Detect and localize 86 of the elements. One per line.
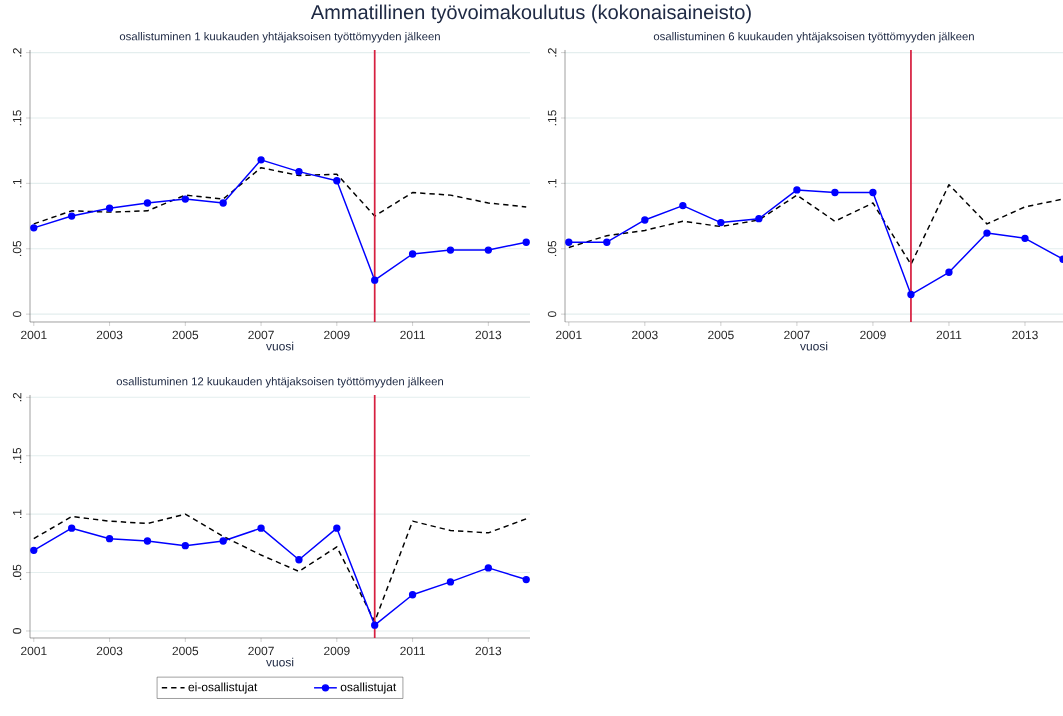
x-tick-label: 2007 [248, 646, 274, 656]
chart-title: osallistuminen 1 kuukauden yhtäjaksoisen työttömyyden jälkeen [119, 32, 440, 43]
point [143, 199, 152, 207]
point [371, 621, 379, 629]
point [371, 276, 379, 284]
point [565, 238, 573, 246]
point [30, 224, 38, 232]
x-tick-label: 2007 [784, 330, 810, 340]
y-tick-label: .1 [13, 178, 22, 188]
point [1021, 234, 1029, 242]
x-tick-label: 2005 [708, 330, 734, 340]
point [831, 188, 839, 197]
x-tick-label: 2009 [860, 330, 886, 340]
x-tick-label: 2011 [936, 330, 962, 340]
legend-label: ei-osallistujat [188, 682, 258, 694]
x-tick-label: 2011 [400, 330, 425, 340]
point [295, 556, 303, 564]
y-tick-label: .1 [548, 178, 557, 188]
point [30, 546, 38, 555]
y-tick-label: 0 [12, 311, 22, 318]
y-tick-label: .05 [12, 240, 22, 257]
x-tick-label: 2013 [475, 330, 502, 340]
point [522, 238, 530, 246]
x-axis-title: vuosi [266, 657, 294, 667]
point [717, 218, 725, 227]
text: Ammatillinen työvoimakoulutus (kokonaisaineisto) [310, 4, 751, 24]
point [143, 537, 152, 545]
x-tick-label: 2013 [1012, 330, 1038, 340]
x-tick-label: 2005 [172, 646, 199, 656]
point [219, 537, 227, 545]
y-tick-label: .15 [12, 110, 22, 126]
x-tick-label: 2001 [21, 330, 47, 340]
y-tick-label: .15 [12, 447, 22, 463]
point [641, 216, 649, 224]
point [68, 524, 76, 532]
x-tick-label: 2009 [324, 330, 350, 340]
point [522, 575, 530, 584]
y-tick-label: .05 [547, 240, 557, 257]
x-tick-label: 2003 [96, 330, 123, 340]
point [408, 250, 417, 258]
point [446, 578, 455, 586]
y-tick-label: .05 [12, 564, 22, 580]
x-tick-label: 2013 [475, 646, 502, 656]
chart-title: osallistuminen 6 kuukauden yhtäjaksoisen työttömyyden jälkeen [653, 32, 974, 43]
point [257, 156, 265, 164]
legend-label: osallistujat [340, 682, 397, 694]
x-tick-label: 2003 [96, 646, 123, 656]
y-tick-label: 0 [12, 628, 22, 634]
point [68, 212, 76, 220]
y-tick-label: .1 [13, 509, 22, 519]
point [181, 195, 189, 203]
point [295, 167, 303, 176]
x-tick-label: 2001 [556, 330, 582, 340]
x-tick-label: 2007 [248, 330, 274, 340]
point [484, 564, 493, 572]
point [333, 524, 341, 532]
x-tick-label: 2003 [632, 330, 658, 340]
point [603, 238, 611, 246]
point [333, 177, 341, 185]
point [181, 542, 189, 550]
point [257, 524, 265, 532]
point [408, 591, 417, 599]
y-tick-label: .2 [12, 48, 22, 57]
point [755, 215, 763, 223]
x-axis-title: vuosi [266, 341, 294, 351]
point [907, 290, 915, 299]
point [484, 246, 493, 254]
x-axis-title: vuosi [800, 341, 828, 351]
x-tick-label: 2001 [21, 646, 47, 656]
x-tick-label: 2005 [172, 330, 199, 340]
point [105, 204, 114, 212]
chart-title: osallistuminen 12 kuukauden yhtäjaksoisen työttömyyden jälkeen [116, 377, 443, 388]
point [105, 535, 114, 543]
y-tick-label: .2 [547, 48, 557, 57]
x-tick-label: 2009 [324, 646, 350, 656]
point [679, 201, 687, 210]
point [983, 229, 991, 237]
y-tick-label: 0 [547, 311, 557, 318]
y-tick-label: .2 [12, 392, 22, 402]
x-tick-label: 2011 [400, 646, 425, 656]
point [446, 246, 455, 254]
point [869, 188, 877, 197]
point [219, 199, 227, 207]
point [793, 186, 801, 194]
point [945, 268, 953, 276]
y-tick-label: .15 [547, 110, 557, 126]
